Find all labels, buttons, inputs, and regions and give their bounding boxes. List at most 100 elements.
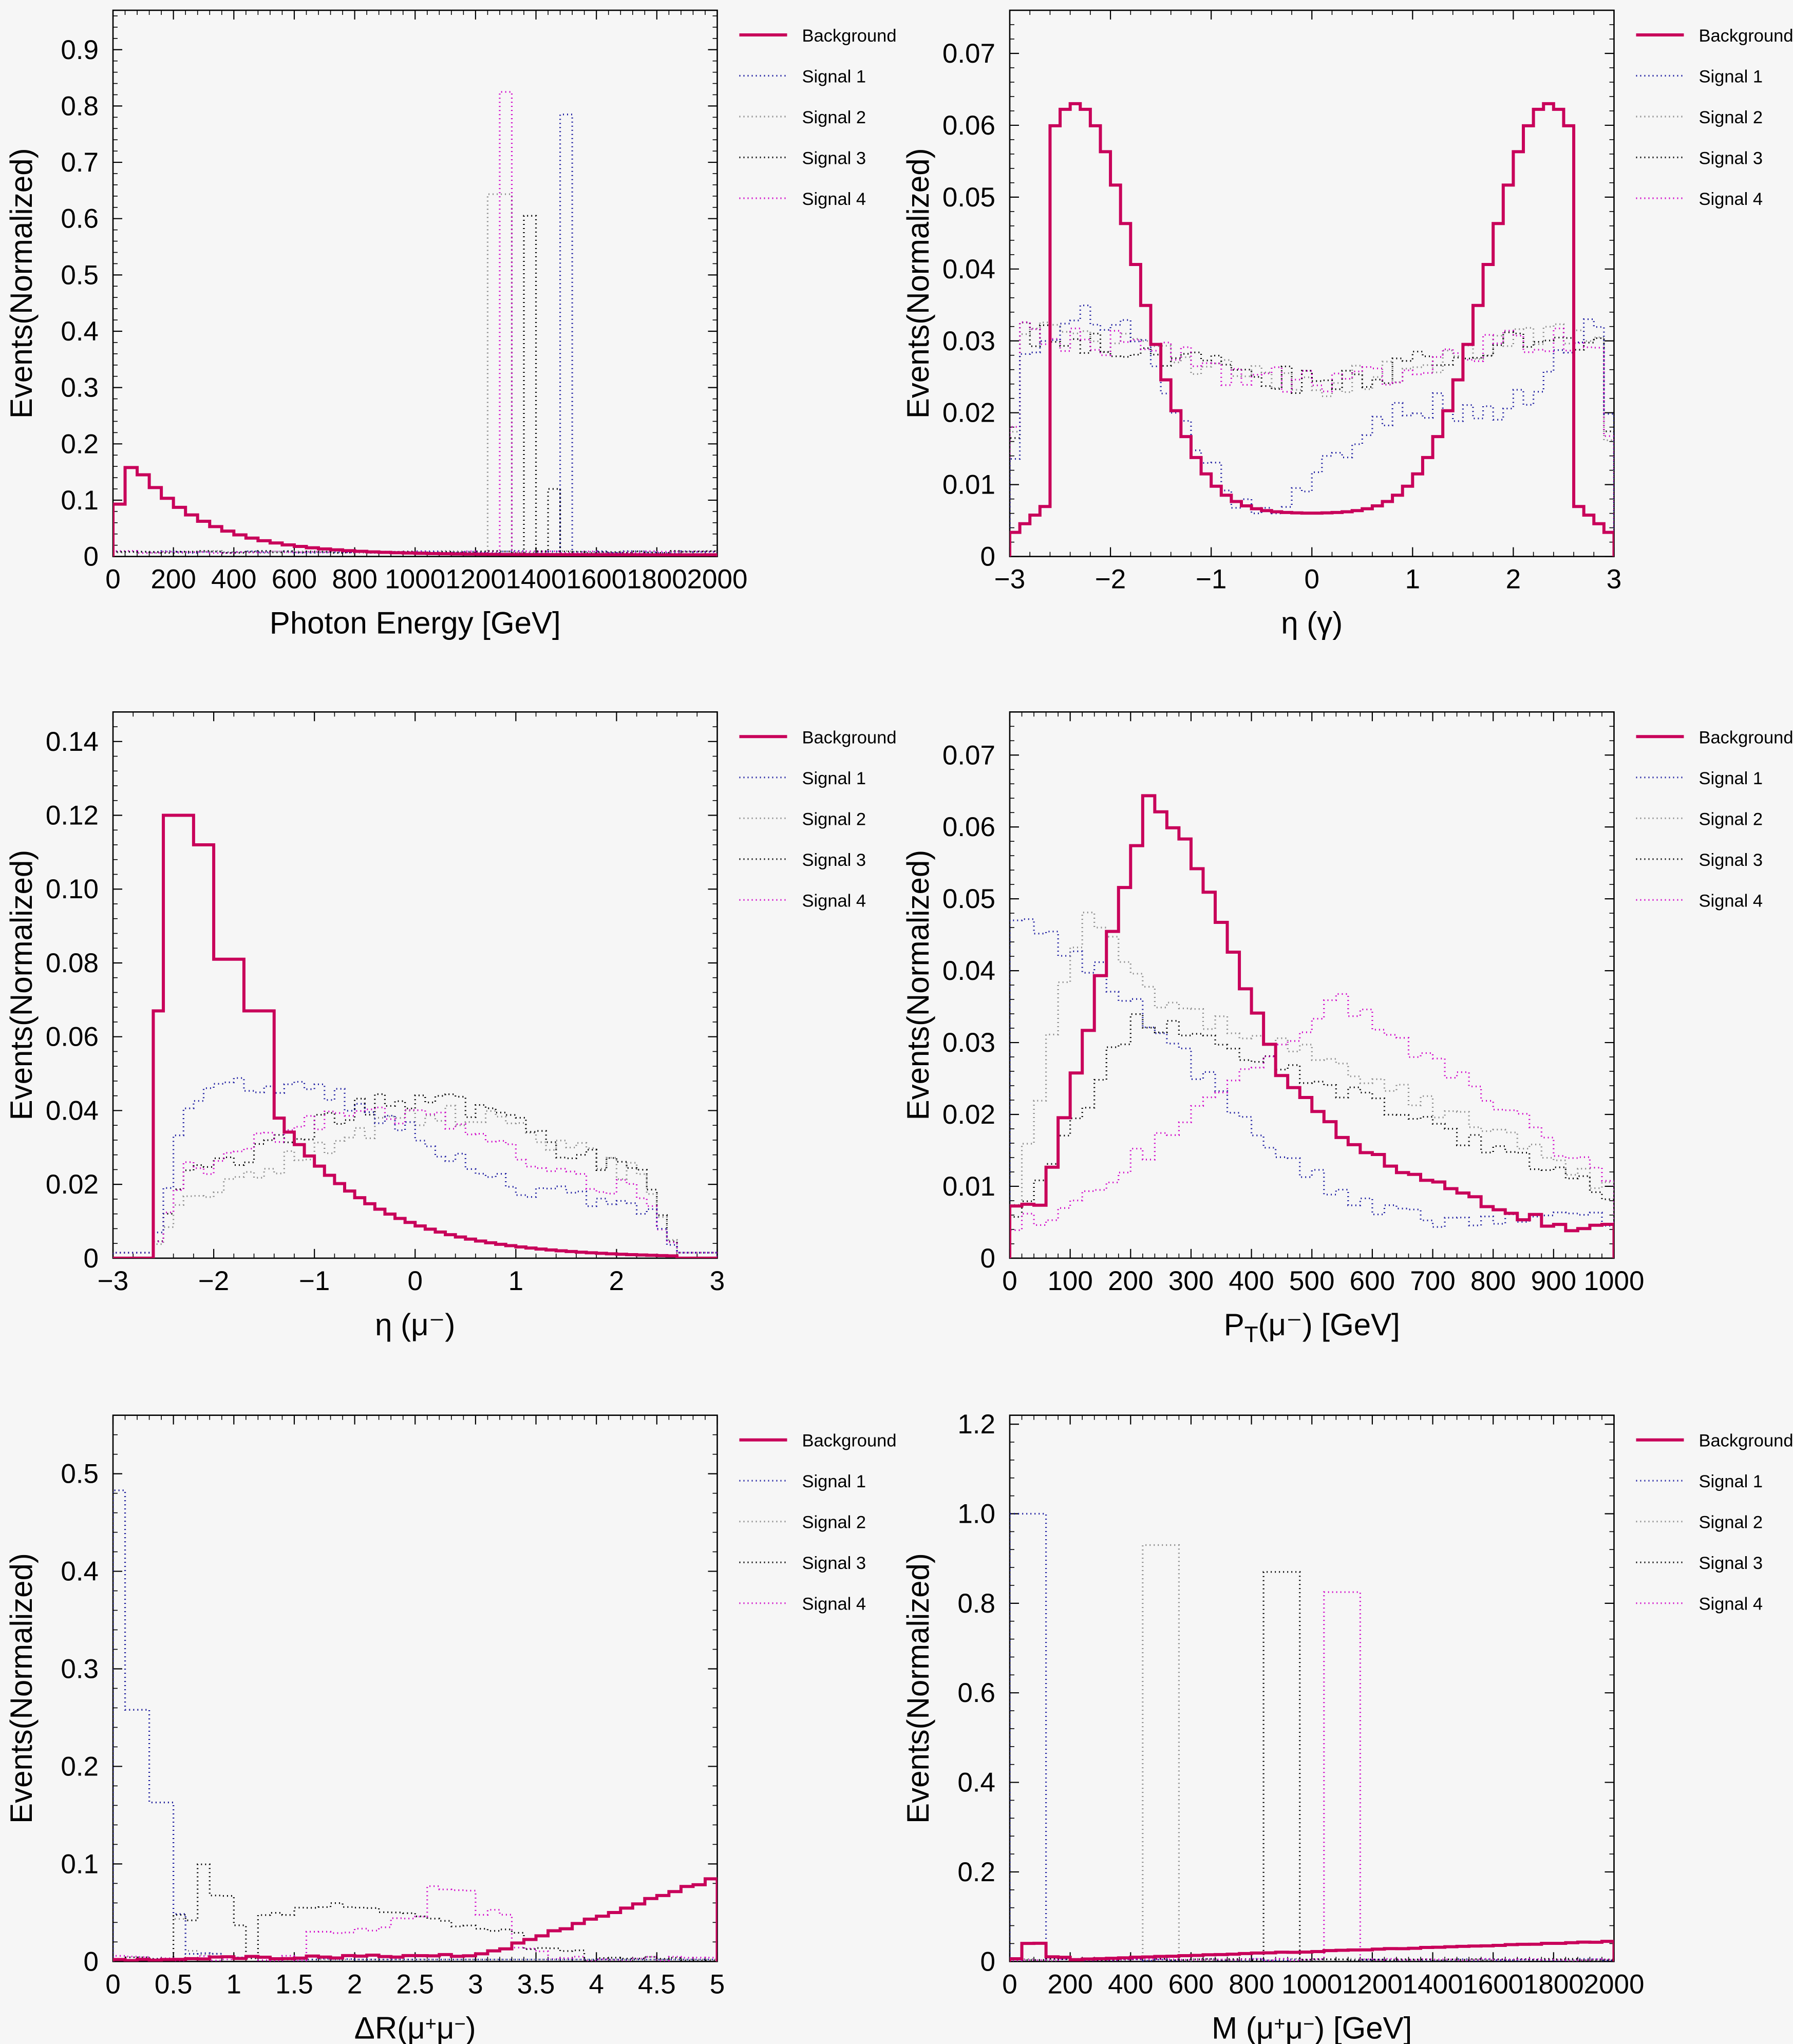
- svg-text:Events(Normalized): Events(Normalized): [4, 1553, 39, 1824]
- svg-text:0: 0: [84, 1947, 99, 1977]
- svg-text:Events(Normalized): Events(Normalized): [4, 148, 39, 419]
- svg-text:0.02: 0.02: [942, 398, 995, 428]
- svg-text:Background: Background: [1698, 1431, 1793, 1451]
- svg-text:Signal 1: Signal 1: [1698, 768, 1763, 788]
- svg-text:Events(Normalized): Events(Normalized): [901, 849, 935, 1120]
- svg-text:Signal 2: Signal 2: [1698, 1513, 1763, 1532]
- svg-text:Signal 1: Signal 1: [802, 67, 866, 86]
- svg-text:0.05: 0.05: [942, 884, 995, 914]
- svg-text:0.8: 0.8: [61, 91, 99, 121]
- svg-text:0.06: 0.06: [942, 110, 995, 141]
- svg-text:0: 0: [980, 1243, 995, 1274]
- svg-text:400: 400: [211, 564, 256, 595]
- svg-text:Signal 1: Signal 1: [1698, 67, 1763, 86]
- svg-text:0.03: 0.03: [942, 1028, 995, 1058]
- svg-text:0: 0: [1002, 1266, 1017, 1296]
- svg-text:Events(Normalized): Events(Normalized): [901, 1553, 935, 1824]
- svg-text:2000: 2000: [1583, 1970, 1644, 2000]
- svg-text:0: 0: [1304, 564, 1319, 595]
- svg-text:−2: −2: [1094, 564, 1125, 595]
- svg-text:Signal 3: Signal 3: [1698, 850, 1763, 869]
- svg-text:400: 400: [1229, 1266, 1274, 1296]
- svg-text:0.04: 0.04: [942, 254, 995, 285]
- svg-text:Signal 4: Signal 4: [1698, 891, 1763, 911]
- svg-text:0: 0: [84, 1243, 99, 1274]
- svg-text:−1: −1: [299, 1266, 330, 1296]
- svg-text:0.5: 0.5: [61, 260, 99, 290]
- svg-text:Signal 2: Signal 2: [1698, 809, 1763, 829]
- svg-text:400: 400: [1108, 1970, 1153, 2000]
- svg-text:1000: 1000: [1583, 1266, 1644, 1296]
- svg-text:0: 0: [980, 1947, 995, 1977]
- svg-text:0: 0: [105, 564, 120, 595]
- svg-text:Signal 2: Signal 2: [802, 809, 866, 829]
- svg-text:0: 0: [1002, 1970, 1017, 2000]
- svg-text:0.14: 0.14: [46, 726, 99, 756]
- svg-text:0.03: 0.03: [942, 326, 995, 356]
- svg-text:1000: 1000: [1281, 1970, 1342, 2000]
- svg-text:0.12: 0.12: [46, 800, 99, 830]
- svg-text:200: 200: [1108, 1266, 1153, 1296]
- svg-text:1800: 1800: [627, 564, 687, 595]
- svg-text:Background: Background: [1698, 26, 1793, 46]
- svg-text:700: 700: [1410, 1266, 1455, 1296]
- svg-text:1200: 1200: [1342, 1970, 1402, 2000]
- svg-text:0.6: 0.6: [61, 204, 99, 234]
- svg-text:1200: 1200: [445, 564, 506, 595]
- svg-text:1000: 1000: [385, 564, 445, 595]
- svg-text:Signal 1: Signal 1: [1698, 1472, 1763, 1492]
- svg-text:3.5: 3.5: [517, 1970, 555, 2000]
- svg-text:Events(Normalized): Events(Normalized): [4, 849, 39, 1120]
- svg-text:Signal 1: Signal 1: [802, 1472, 866, 1492]
- svg-text:Signal 4: Signal 4: [802, 891, 866, 911]
- svg-text:Signal 3: Signal 3: [802, 850, 866, 869]
- svg-text:Signal 3: Signal 3: [802, 1554, 866, 1574]
- svg-text:1.2: 1.2: [957, 1409, 995, 1440]
- svg-text:η (γ): η (γ): [1281, 606, 1343, 640]
- svg-text:0.4: 0.4: [61, 1557, 99, 1587]
- svg-text:Events(Normalized): Events(Normalized): [901, 148, 935, 419]
- svg-text:−1: −1: [1195, 564, 1226, 595]
- svg-text:Signal 2: Signal 2: [802, 1513, 866, 1532]
- svg-text:0.10: 0.10: [46, 874, 99, 904]
- svg-text:0.01: 0.01: [942, 470, 995, 500]
- svg-text:0.07: 0.07: [942, 39, 995, 69]
- svg-text:0.2: 0.2: [957, 1857, 995, 1887]
- svg-text:Signal 2: Signal 2: [1698, 108, 1763, 127]
- svg-text:0.3: 0.3: [61, 373, 99, 403]
- svg-text:1400: 1400: [506, 564, 567, 595]
- svg-text:Signal 4: Signal 4: [1698, 190, 1763, 209]
- svg-text:800: 800: [1470, 1266, 1515, 1296]
- svg-text:Signal 3: Signal 3: [1698, 1554, 1763, 1574]
- svg-text:1: 1: [508, 1266, 523, 1296]
- svg-text:0.5: 0.5: [61, 1459, 99, 1489]
- svg-text:0: 0: [105, 1970, 120, 2000]
- svg-text:0.08: 0.08: [46, 948, 99, 978]
- svg-text:0.5: 0.5: [155, 1970, 193, 2000]
- svg-text:1: 1: [1405, 564, 1420, 595]
- svg-text:1600: 1600: [566, 564, 627, 595]
- svg-text:0.06: 0.06: [46, 1021, 99, 1052]
- svg-text:Signal 3: Signal 3: [802, 148, 866, 168]
- svg-text:0.02: 0.02: [942, 1100, 995, 1130]
- svg-text:800: 800: [1229, 1970, 1274, 2000]
- svg-text:Signal 3: Signal 3: [1698, 148, 1763, 168]
- svg-text:0.8: 0.8: [957, 1588, 995, 1619]
- svg-text:0.7: 0.7: [61, 147, 99, 178]
- svg-text:0.4: 0.4: [957, 1768, 995, 1798]
- svg-text:2: 2: [347, 1970, 362, 2000]
- svg-text:0.04: 0.04: [942, 956, 995, 986]
- svg-text:3: 3: [468, 1970, 483, 2000]
- svg-text:Signal 4: Signal 4: [802, 1595, 866, 1614]
- svg-text:0.2: 0.2: [61, 429, 99, 459]
- svg-text:600: 600: [272, 564, 317, 595]
- svg-text:Signal 2: Signal 2: [802, 108, 866, 127]
- svg-text:900: 900: [1531, 1266, 1576, 1296]
- svg-text:2.5: 2.5: [396, 1970, 434, 2000]
- svg-text:0.04: 0.04: [46, 1095, 99, 1126]
- svg-text:3: 3: [1606, 564, 1621, 595]
- svg-text:0.3: 0.3: [61, 1654, 99, 1685]
- svg-text:η (μ⁻): η (μ⁻): [375, 1308, 455, 1342]
- svg-text:2: 2: [609, 1266, 624, 1296]
- svg-text:0: 0: [84, 542, 99, 572]
